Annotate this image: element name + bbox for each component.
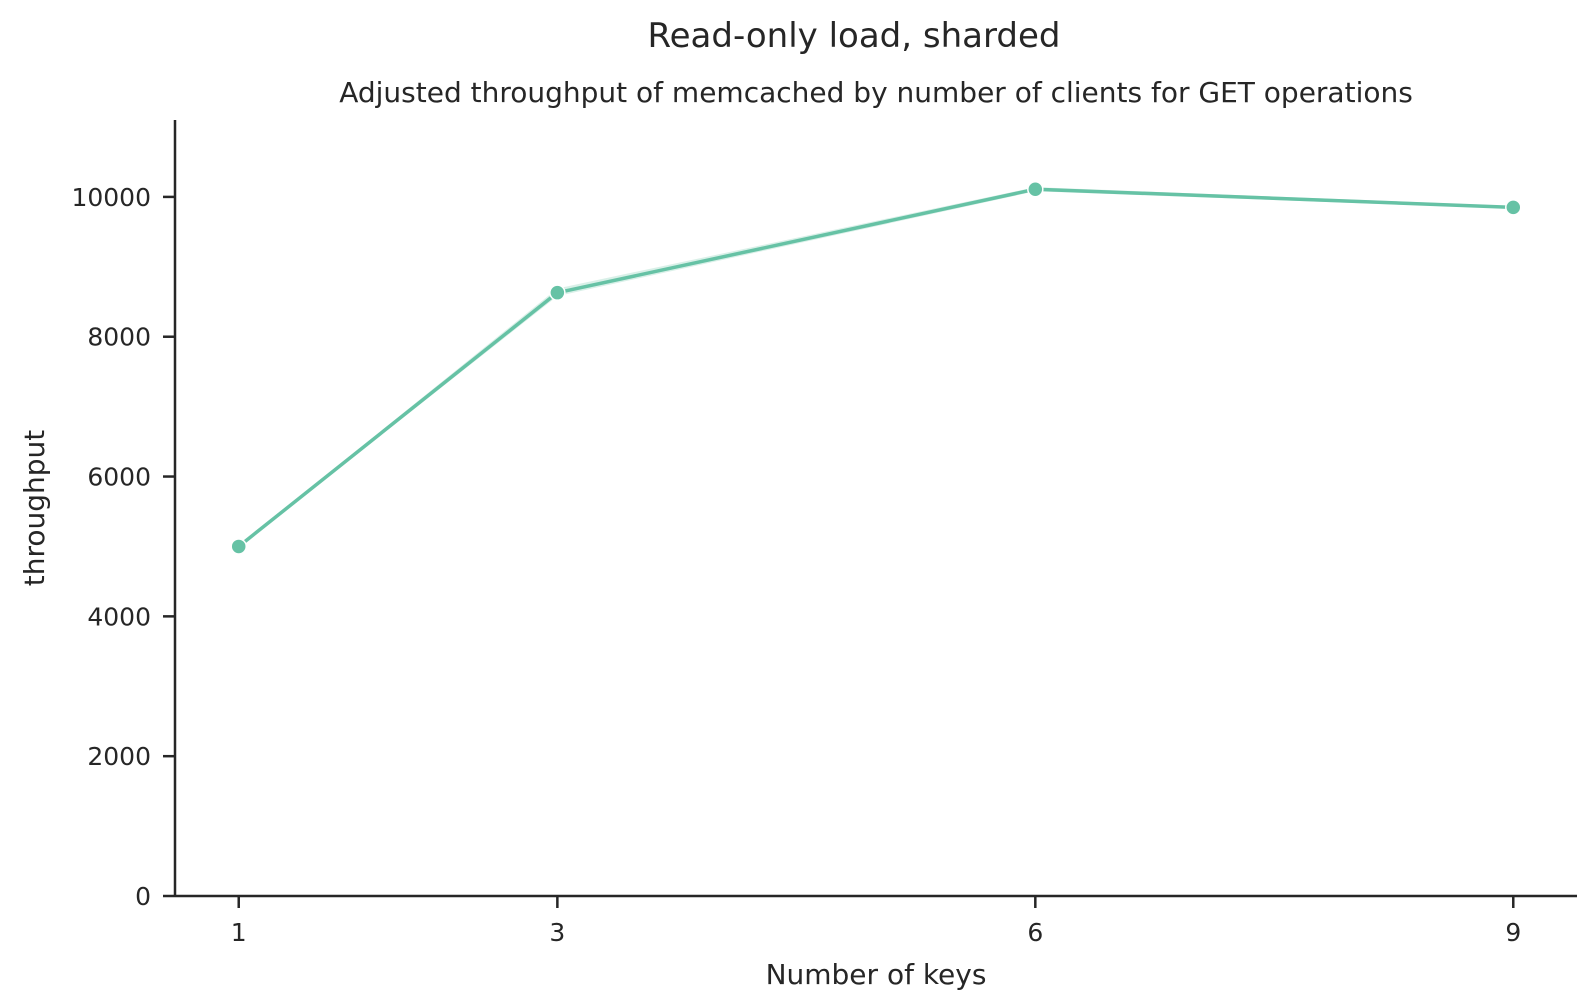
chart-title: Adjusted throughput of memcached by numb…: [339, 76, 1413, 109]
data-point: [549, 284, 566, 301]
chart-suptitle: Read-only load, sharded: [648, 16, 1061, 56]
series-line: [236, 187, 1516, 549]
x-tick-label: 6: [1027, 918, 1043, 947]
data-point: [1027, 180, 1044, 198]
plot-area: [230, 180, 1522, 555]
x-tick-label: 1: [231, 918, 247, 947]
y-tick-label: 2000: [87, 742, 151, 771]
data-point: [1505, 199, 1522, 216]
y-tick-label: 10000: [71, 183, 151, 212]
x-axis-label: Number of keys: [766, 958, 987, 991]
y-axis-label: throughput: [18, 430, 51, 587]
x-axis-ticks: 1 3 6 9: [231, 896, 1521, 947]
y-tick-label: 4000: [87, 602, 151, 631]
y-tick-label: 0: [135, 882, 151, 911]
x-tick-label: 9: [1505, 918, 1521, 947]
y-axis-ticks: 0 2000 4000 6000 8000 10000: [71, 183, 175, 911]
x-tick-label: 3: [549, 918, 565, 947]
y-tick-label: 8000: [87, 323, 151, 352]
data-point: [230, 538, 247, 555]
series-confidence-band: [238, 187, 1514, 548]
y-tick-label: 6000: [87, 463, 151, 492]
